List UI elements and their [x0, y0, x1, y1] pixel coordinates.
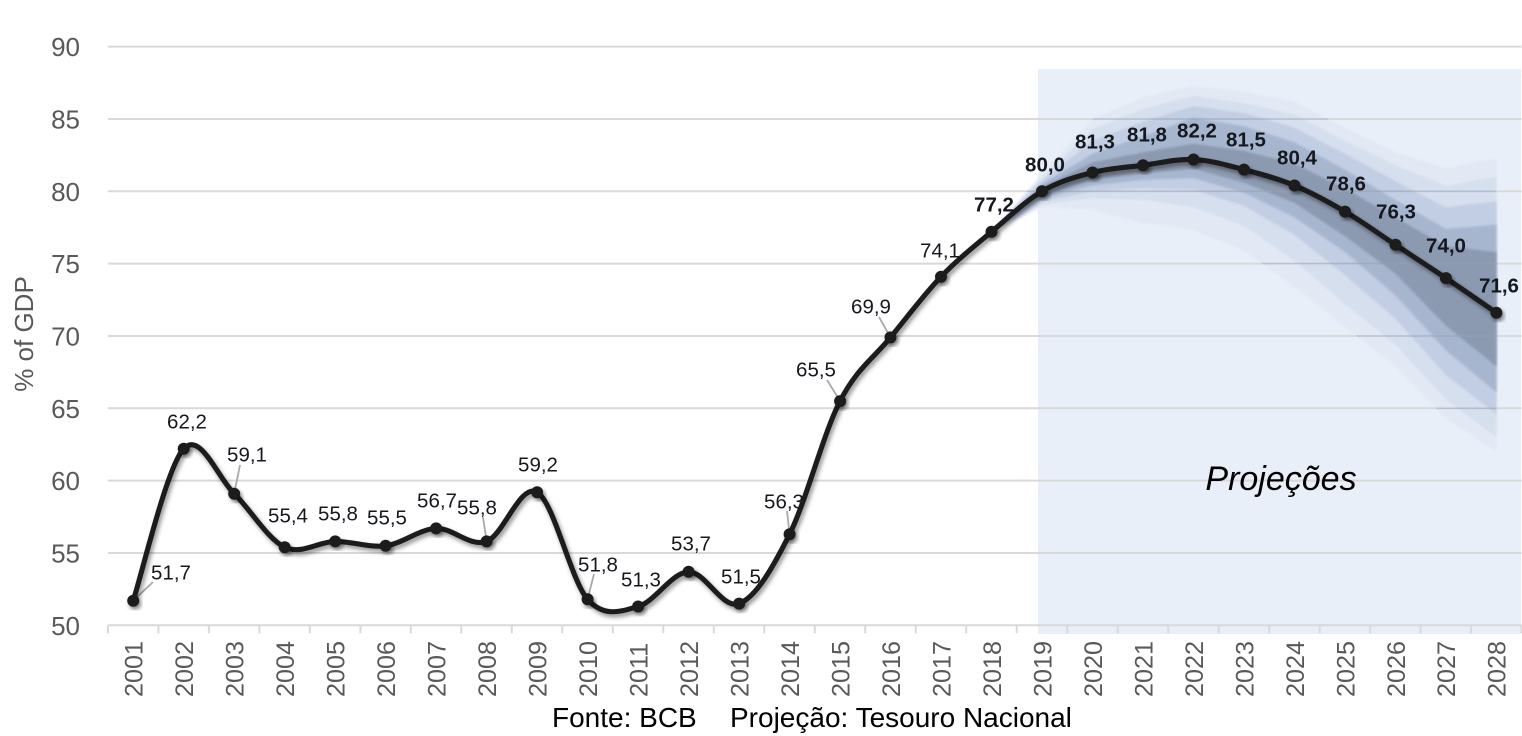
svg-text:2013: 2013	[726, 641, 754, 697]
svg-text:2021: 2021	[1130, 641, 1158, 697]
svg-text:2025: 2025	[1332, 641, 1360, 697]
svg-text:81,5: 81,5	[1226, 128, 1266, 151]
svg-text:80,0: 80,0	[1025, 153, 1065, 176]
svg-text:70: 70	[51, 322, 80, 352]
svg-text:55: 55	[51, 539, 80, 569]
svg-text:2010: 2010	[575, 641, 603, 697]
svg-text:2003: 2003	[222, 641, 250, 697]
svg-text:2028: 2028	[1484, 641, 1512, 697]
svg-text:51,7: 51,7	[151, 561, 191, 584]
svg-text:90: 90	[51, 32, 80, 62]
svg-text:56,7: 56,7	[417, 489, 457, 512]
svg-text:59,2: 59,2	[518, 453, 558, 476]
svg-text:2001: 2001	[121, 641, 149, 697]
svg-text:81,8: 81,8	[1127, 123, 1167, 146]
svg-text:65: 65	[51, 394, 80, 424]
svg-text:2023: 2023	[1231, 641, 1259, 697]
svg-text:55,8: 55,8	[457, 496, 497, 519]
svg-text:2018: 2018	[979, 641, 1007, 697]
svg-text:77,2: 77,2	[974, 193, 1014, 216]
svg-text:2012: 2012	[676, 641, 704, 697]
svg-text:Projeção: Tesouro Nacional: Projeção: Tesouro Nacional	[730, 702, 1072, 733]
svg-text:2017: 2017	[928, 641, 956, 697]
svg-text:51,5: 51,5	[721, 565, 761, 588]
svg-text:2004: 2004	[272, 641, 300, 697]
svg-text:2006: 2006	[373, 641, 401, 697]
svg-text:65,5: 65,5	[796, 358, 836, 381]
svg-text:2019: 2019	[1029, 641, 1057, 697]
svg-text:Fonte: BCB: Fonte: BCB	[552, 702, 697, 733]
svg-text:53,7: 53,7	[671, 532, 711, 555]
svg-text:51,3: 51,3	[621, 568, 661, 591]
svg-text:51,8: 51,8	[578, 553, 618, 576]
svg-text:2014: 2014	[777, 641, 805, 697]
svg-text:2016: 2016	[878, 641, 906, 697]
svg-text:75: 75	[51, 249, 80, 279]
svg-text:81,3: 81,3	[1075, 130, 1115, 153]
svg-text:74,1: 74,1	[920, 239, 960, 262]
svg-text:62,2: 62,2	[167, 410, 207, 433]
svg-text:2009: 2009	[524, 641, 552, 697]
svg-text:2022: 2022	[1181, 641, 1209, 697]
svg-text:2027: 2027	[1433, 641, 1461, 697]
svg-text:56,3: 56,3	[764, 490, 804, 513]
svg-text:69,9: 69,9	[851, 295, 891, 318]
svg-text:80,4: 80,4	[1277, 146, 1317, 169]
svg-text:2024: 2024	[1282, 641, 1310, 697]
svg-text:60: 60	[51, 466, 80, 496]
svg-text:78,6: 78,6	[1326, 172, 1366, 195]
svg-text:2002: 2002	[171, 641, 199, 697]
svg-text:74,0: 74,0	[1426, 234, 1466, 257]
svg-text:2005: 2005	[323, 641, 351, 697]
svg-text:2020: 2020	[1080, 641, 1108, 697]
svg-text:85: 85	[51, 105, 80, 135]
svg-text:2007: 2007	[423, 641, 451, 697]
svg-text:82,2: 82,2	[1177, 119, 1217, 142]
svg-text:80: 80	[51, 177, 80, 207]
svg-text:59,1: 59,1	[227, 443, 267, 466]
svg-text:2011: 2011	[625, 643, 653, 697]
svg-text:55,4: 55,4	[268, 504, 308, 527]
svg-text:2015: 2015	[827, 641, 855, 697]
svg-text:76,3: 76,3	[1376, 200, 1416, 223]
svg-text:50: 50	[51, 611, 80, 641]
svg-text:55,5: 55,5	[367, 506, 407, 529]
svg-text:% of GDP: % of GDP	[9, 276, 39, 392]
svg-text:2008: 2008	[474, 641, 502, 697]
svg-text:71,6: 71,6	[1479, 274, 1519, 297]
svg-text:Projeções: Projeções	[1205, 460, 1356, 498]
svg-text:55,8: 55,8	[318, 502, 358, 525]
svg-text:2026: 2026	[1383, 641, 1411, 697]
